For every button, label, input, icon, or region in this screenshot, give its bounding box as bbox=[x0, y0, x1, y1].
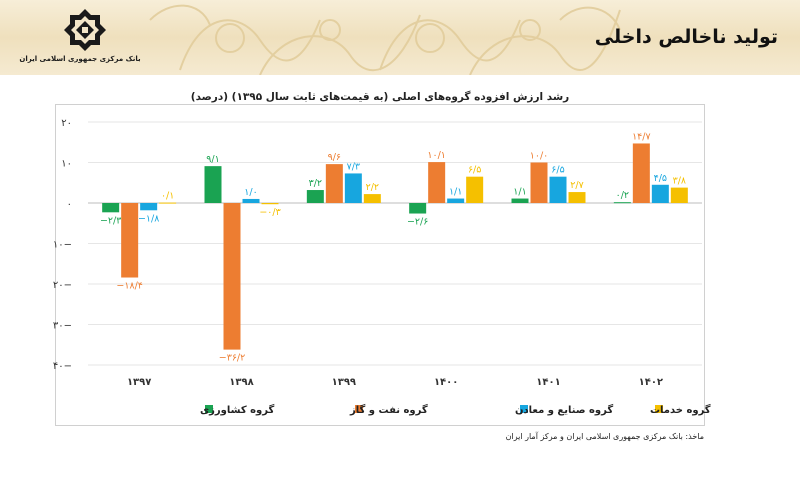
bar-industry bbox=[651, 184, 669, 203]
bar-agriculture bbox=[102, 203, 120, 213]
bar-agriculture bbox=[511, 198, 529, 203]
bank-name: بانک مرکزی جمهوری اسلامی ایران bbox=[19, 55, 141, 63]
bar-agriculture bbox=[306, 190, 324, 203]
y-tick-label: ۲۰ bbox=[61, 118, 72, 129]
data-label-services: ۲/۷ bbox=[570, 180, 583, 191]
data-label-agriculture: ۰/۲ bbox=[616, 190, 629, 201]
bar-services bbox=[159, 202, 177, 204]
y-tick-label: ۳۰− bbox=[53, 321, 72, 332]
bar-industry bbox=[140, 203, 158, 211]
data-label-oil_gas: ۱۰/۱ bbox=[427, 150, 446, 161]
legend-swatch-industry bbox=[520, 405, 528, 413]
data-label-industry: ۶/۵ bbox=[551, 165, 564, 176]
bar-industry bbox=[242, 198, 260, 203]
data-label-industry: ۴/۵ bbox=[654, 173, 667, 184]
data-label-oil_gas: ۹/۶ bbox=[328, 152, 341, 163]
bar-oil_gas bbox=[223, 203, 241, 350]
ornament-pattern bbox=[149, 4, 621, 75]
x-axis: ۱۳۹۷ ۱۳۹۸ ۱۳۹۹ ۱۴۰۰ ۱۴۰۱ ۱۴۰۲ bbox=[127, 377, 663, 388]
page-title: تولید ناخالص داخلی bbox=[594, 26, 778, 48]
x-tick-label: ۱۳۹۹ bbox=[332, 377, 356, 388]
y-tick-label: ۰ bbox=[67, 199, 72, 210]
bar-services bbox=[466, 176, 484, 203]
legend-label-services: گروه خدمات bbox=[650, 403, 711, 416]
chart-frame bbox=[55, 104, 705, 426]
legend-label-agriculture: گروه کشاورزی bbox=[200, 403, 274, 416]
x-tick-label: ۱۴۰۱ bbox=[536, 377, 560, 388]
legend: گروه کشاورزی گروه نفت و گاز گروه صنایع و م… bbox=[200, 403, 711, 416]
data-label-industry: −۱/۸ bbox=[138, 213, 159, 224]
data-label-agriculture: −۲/۳ bbox=[100, 215, 121, 226]
x-tick-label: ۱۳۹۸ bbox=[229, 377, 253, 388]
bar-agriculture bbox=[613, 202, 631, 204]
x-tick-label: ۱۴۰۰ bbox=[434, 377, 458, 388]
gridlines bbox=[88, 121, 702, 366]
bar-oil_gas bbox=[632, 143, 650, 203]
y-axis: ۲۰ ۱۰ ۰ ۱۰− ۲۰− ۳۰− ۴۰− bbox=[53, 118, 72, 372]
chart-title: رشد ارزش افزوده گروه‌های اصلی (به قیمت‌ه… bbox=[190, 91, 570, 103]
data-label-industry: ۱/۰ bbox=[244, 187, 257, 198]
data-label-oil_gas: −۱۸/۴ bbox=[116, 281, 142, 292]
data-label-oil_gas: ۱۰/۰ bbox=[530, 151, 549, 162]
legend-label-oil_gas: گروه نفت و گاز bbox=[349, 403, 428, 416]
bar-oil_gas bbox=[325, 164, 343, 203]
legend-swatch-oil_gas bbox=[355, 405, 363, 413]
bar-services bbox=[363, 194, 381, 203]
bar-oil_gas bbox=[121, 203, 139, 278]
bar-oil_gas bbox=[428, 162, 446, 203]
y-tick-label: ۱۰− bbox=[53, 240, 72, 251]
legend-label-industry: گروه صنایع و معادن bbox=[515, 403, 613, 416]
data-label-oil_gas: −۳۶/۲ bbox=[219, 353, 245, 364]
bar-services bbox=[568, 192, 586, 203]
bar-services bbox=[670, 187, 688, 203]
x-tick-label: ۱۴۰۲ bbox=[639, 377, 663, 388]
bar-industry bbox=[344, 173, 362, 203]
bank-logo-icon bbox=[64, 9, 106, 51]
data-label-agriculture: ۱/۱ bbox=[513, 187, 526, 198]
bars: −۲/۳ −۱۸/۴ −۱/۸۰/۱ ۹/۱ −۳۶/۲ ۱/۰−۰/۳ ۳/۲ ۹/۶ ۷/۳… bbox=[100, 131, 688, 364]
header-banner: بانک مرکزی جمهوری اسلامی ایران تولید ناخ… bbox=[0, 0, 800, 75]
data-label-services: ۳/۸ bbox=[673, 176, 686, 187]
data-label-services: ۶/۵ bbox=[468, 165, 481, 176]
data-label-services: ۰/۱ bbox=[161, 191, 174, 202]
y-tick-label: ۴۰− bbox=[53, 361, 72, 372]
bank-logo bbox=[40, 6, 130, 58]
bar-industry bbox=[549, 176, 567, 203]
data-label-agriculture: −۲/۶ bbox=[407, 217, 428, 228]
y-tick-label: ۱۰ bbox=[61, 159, 72, 170]
bar-services bbox=[261, 203, 279, 205]
data-label-oil_gas: ۱۴/۷ bbox=[632, 131, 651, 142]
data-label-services: −۰/۳ bbox=[259, 207, 280, 218]
legend-swatch-services bbox=[655, 405, 663, 413]
data-label-services: ۲/۲ bbox=[366, 182, 379, 193]
x-tick-label: ۱۳۹۷ bbox=[127, 377, 151, 388]
data-label-agriculture: ۳/۲ bbox=[309, 178, 322, 189]
bar-oil_gas bbox=[530, 162, 548, 203]
y-tick-label: ۲۰− bbox=[53, 280, 72, 291]
data-label-agriculture: ۹/۱ bbox=[206, 154, 219, 165]
bar-agriculture bbox=[204, 166, 222, 203]
source-note: ماخذ: بانک مرکزی جمهوری اسلامی ایران و م… bbox=[505, 432, 704, 441]
data-label-industry: ۷/۳ bbox=[347, 161, 360, 172]
bar-industry bbox=[447, 198, 465, 203]
legend-swatch-agriculture bbox=[205, 405, 213, 413]
data-label-industry: ۱/۱ bbox=[449, 187, 462, 198]
bar-agriculture bbox=[409, 203, 427, 214]
